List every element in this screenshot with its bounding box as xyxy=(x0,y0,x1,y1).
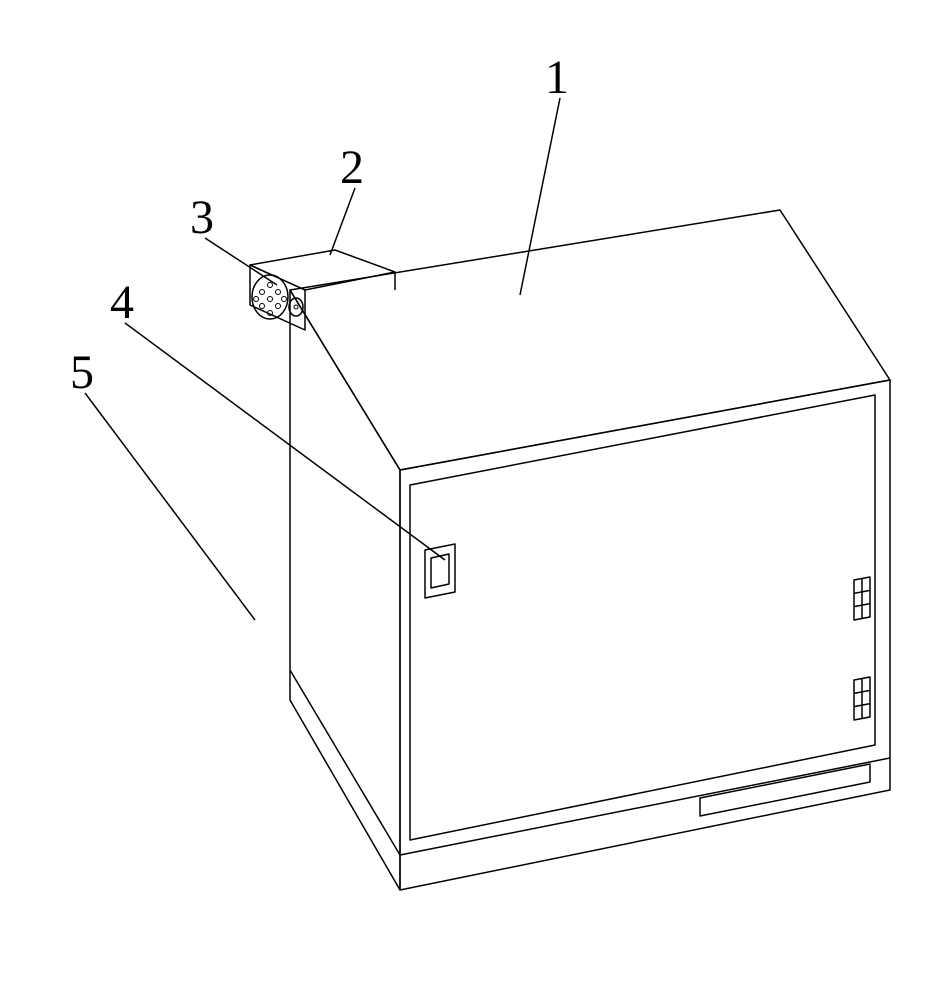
label-4: 4 xyxy=(110,275,134,330)
label-2: 2 xyxy=(340,140,364,195)
technical-diagram xyxy=(0,0,942,1000)
label-3: 3 xyxy=(190,190,214,245)
label-5: 5 xyxy=(70,345,94,400)
label-1: 1 xyxy=(545,50,569,105)
diagram-svg xyxy=(0,0,942,1000)
